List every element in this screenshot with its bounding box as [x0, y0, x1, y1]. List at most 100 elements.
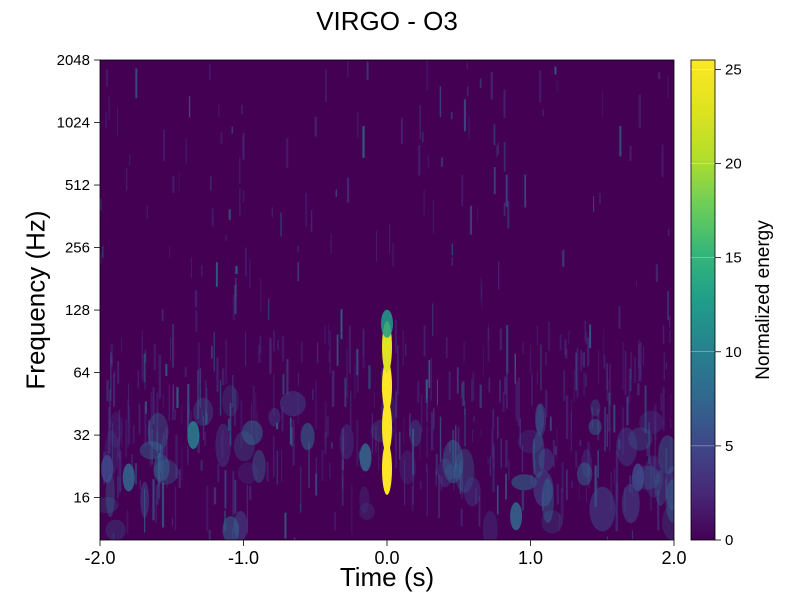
y-tick-label: 1024 [57, 115, 90, 132]
noise-streak [187, 445, 189, 465]
colorbar-tick-label: 15 [725, 250, 742, 267]
noise-streak [660, 393, 663, 412]
noise-streak [499, 379, 501, 403]
noise-streak [593, 196, 595, 213]
noise-streak [505, 439, 508, 468]
noise-streak [153, 344, 156, 371]
noise-streak [211, 208, 214, 227]
noise-blob [658, 435, 674, 475]
noise-streak [603, 329, 605, 368]
noise-blob [268, 408, 281, 427]
noise-streak [356, 419, 359, 467]
noise-streak [394, 403, 397, 452]
noise-streak [169, 246, 171, 258]
noise-streak [240, 400, 243, 448]
noise-streak [110, 343, 113, 367]
noise-streak [426, 60, 428, 90]
noise-streak [662, 387, 665, 431]
noise-streak [129, 155, 131, 166]
energy-event [382, 442, 392, 495]
noise-streak [276, 450, 278, 485]
noise-streak [585, 332, 588, 345]
noise-streak [503, 89, 506, 118]
colorbar-tick-label: 25 [725, 61, 742, 78]
noise-streak [595, 467, 598, 497]
noise-streak [519, 418, 521, 447]
noise-streak [466, 61, 469, 69]
noise-streak [178, 469, 181, 488]
noise-streak [331, 370, 335, 408]
noise-streak [366, 61, 369, 80]
noise-streak [249, 258, 251, 289]
noise-streak [650, 455, 651, 480]
noise-blob [639, 410, 664, 434]
noise-streak [475, 488, 477, 504]
noise-streak [362, 328, 364, 356]
energy-event [382, 360, 392, 413]
noise-streak [662, 325, 665, 345]
noise-streak [151, 429, 153, 465]
noise-streak [280, 212, 282, 237]
noise-streak [368, 365, 371, 389]
noise-streak [336, 334, 339, 366]
noise-streak [613, 404, 616, 433]
noise-streak [166, 478, 168, 489]
noise-blob [532, 431, 545, 478]
noise-streak [281, 449, 283, 483]
noise-streak [457, 427, 460, 452]
noise-streak [348, 325, 351, 374]
noise-streak [206, 387, 208, 411]
noise-streak [435, 469, 437, 486]
noise-streak [188, 96, 191, 118]
noise-blob [300, 422, 315, 451]
noise-streak [224, 470, 227, 509]
noise-streak [190, 410, 193, 426]
noise-streak [170, 337, 172, 362]
noise-streak [449, 441, 451, 453]
noise-streak [395, 433, 397, 468]
noise-streak [172, 324, 174, 368]
noise-streak [409, 413, 411, 437]
noise-streak [604, 354, 606, 370]
noise-streak [113, 466, 115, 496]
noise-blob [399, 450, 416, 485]
noise-streak [404, 459, 406, 506]
noise-streak [644, 385, 647, 434]
noise-blob [541, 478, 554, 524]
noise-streak [564, 339, 567, 356]
noise-streak [493, 167, 496, 195]
noise-streak [483, 345, 484, 378]
y-axis: 16 32 64 128 256 512 1024 2048 [57, 52, 100, 507]
noise-streak [171, 518, 174, 526]
noise-streak [626, 396, 629, 426]
noise-streak [463, 99, 466, 132]
noise-streak [117, 107, 118, 136]
noise-streak [297, 372, 299, 387]
noise-streak [524, 174, 527, 208]
noise-blob [511, 474, 537, 491]
noise-streak [426, 469, 428, 516]
noise-streak [451, 243, 453, 256]
noise-streak [106, 380, 109, 402]
noise-blob [193, 397, 214, 427]
noise-streak [350, 391, 352, 429]
noise-streak [461, 459, 464, 499]
noise-streak [460, 508, 463, 526]
noise-streak [661, 144, 664, 178]
noise-streak [455, 425, 457, 468]
colorbar: 0 5 10 15 20 25 [690, 59, 742, 549]
noise-streak [615, 450, 619, 501]
noise-streak [152, 387, 155, 425]
noise-blob [541, 510, 563, 534]
noise-streak [259, 335, 262, 354]
noise-blob [535, 403, 544, 435]
noise-streak [469, 205, 472, 235]
noise-streak [479, 78, 482, 89]
noise-streak [324, 432, 327, 455]
noise-streak [165, 427, 168, 462]
noise-streak [562, 250, 565, 267]
noise-streak [344, 377, 347, 407]
noise-streak [242, 133, 245, 160]
noise-streak [112, 422, 113, 467]
noise-streak [576, 347, 579, 398]
